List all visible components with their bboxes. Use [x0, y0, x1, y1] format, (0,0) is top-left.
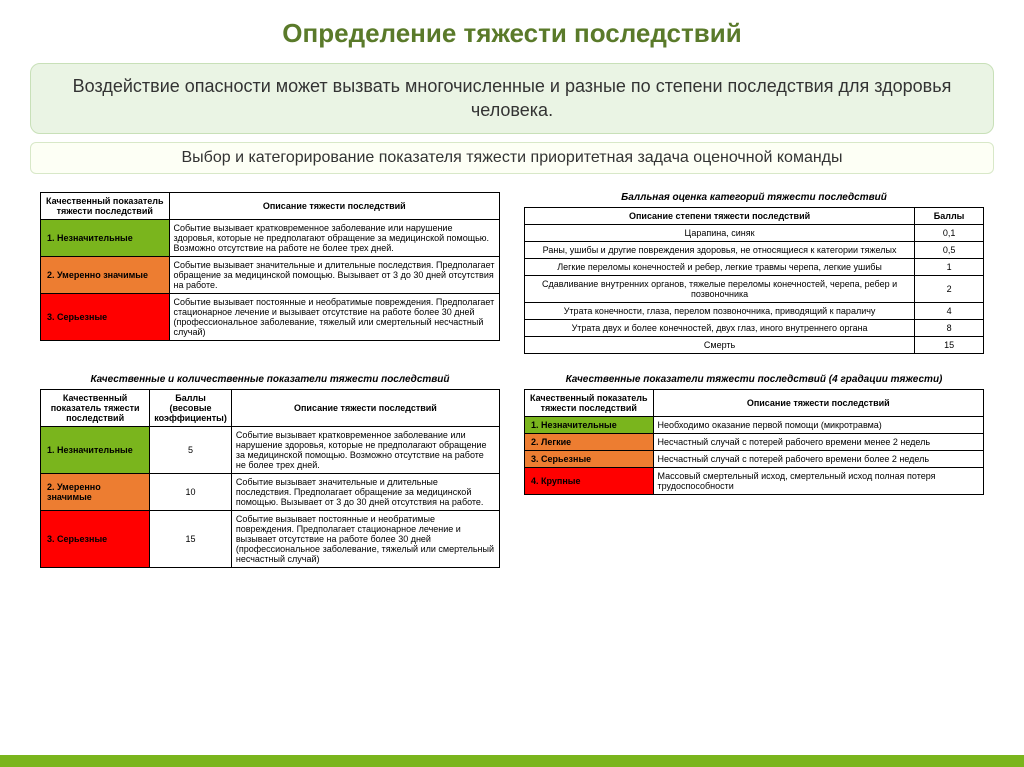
- table-row: 1. Незначительные5Событие вызывает кратк…: [41, 426, 500, 473]
- score-value: 15: [915, 336, 984, 353]
- score-description: Легкие переломы конечностей и ребер, лег…: [525, 258, 915, 275]
- t3-h0: Качественный показатель тяжести последст…: [41, 389, 150, 426]
- score-description: Раны, ушибы и другие повреждения здоровь…: [525, 241, 915, 258]
- t2-caption: Балльная оценка категорий тяжести послед…: [524, 192, 984, 203]
- severity-description: Событие вызывает постоянные и необратимы…: [231, 510, 499, 567]
- score-description: Сдавливание внутренних органов, тяжелые …: [525, 275, 915, 302]
- table-row: Утрата двух и более конечностей, двух гл…: [525, 319, 984, 336]
- score-value: 4: [915, 302, 984, 319]
- tables-grid: Качественный показатель тяжести последст…: [0, 192, 1024, 568]
- severity-table-4grades: Качественный показатель тяжести последст…: [524, 389, 984, 495]
- severity-indicator: 2. Легкие: [525, 433, 654, 450]
- table-row: Утрата конечности, глаза, перелом позвон…: [525, 302, 984, 319]
- table2-cell: Балльная оценка категорий тяжести послед…: [524, 192, 984, 354]
- score-description: Утрата конечности, глаза, перелом позвон…: [525, 302, 915, 319]
- t3-caption: Качественные и количественные показатели…: [40, 374, 500, 385]
- severity-table-3grades: Качественный показатель тяжести последст…: [40, 192, 500, 341]
- score-value: 0,1: [915, 224, 984, 241]
- table3-cell: Качественные и количественные показатели…: [40, 374, 500, 568]
- t2-h0: Описание степени тяжести последствий: [525, 207, 915, 224]
- severity-indicator: 2. Умеренно значимые: [41, 256, 170, 293]
- severity-indicator: 2. Умеренно значимые: [41, 473, 150, 510]
- t3-h2: Описание тяжести последствий: [231, 389, 499, 426]
- t4-h0: Качественный показатель тяжести последст…: [525, 389, 654, 416]
- t1-h1: Описание тяжести последствий: [169, 192, 499, 219]
- severity-indicator: 1. Незначительные: [525, 416, 654, 433]
- severity-description: Событие вызывает кратковременное заболев…: [169, 219, 499, 256]
- score-value: 2: [915, 275, 984, 302]
- score-value: 1: [915, 258, 984, 275]
- severity-description: Массовый смертельный исход, смертельный …: [653, 467, 983, 494]
- table-row: 1. НезначительныеНеобходимо оказание пер…: [525, 416, 984, 433]
- severity-indicator: 3. Серьезные: [41, 293, 170, 340]
- severity-description: Событие вызывает постоянные и необратимы…: [169, 293, 499, 340]
- weight-score: 15: [150, 510, 232, 567]
- score-value: 8: [915, 319, 984, 336]
- severity-indicator: 3. Серьезные: [525, 450, 654, 467]
- severity-description: Событие вызывает значительные и длительн…: [231, 473, 499, 510]
- score-table: Описание степени тяжести последствий Бал…: [524, 207, 984, 354]
- intro-banner: Воздействие опасности может вызвать мног…: [30, 63, 994, 134]
- table-row: 3. СерьезныеНесчастный случай с потерей …: [525, 450, 984, 467]
- table-row: 2. Умеренно значимыеСобытие вызывает зна…: [41, 256, 500, 293]
- score-description: Смерть: [525, 336, 915, 353]
- score-description: Царапина, синяк: [525, 224, 915, 241]
- severity-indicator: 1. Незначительные: [41, 426, 150, 473]
- table-row: Сдавливание внутренних органов, тяжелые …: [525, 275, 984, 302]
- table4-cell: Качественные показатели тяжести последст…: [524, 374, 984, 568]
- severity-indicator: 1. Незначительные: [41, 219, 170, 256]
- table-row: Легкие переломы конечностей и ребер, лег…: [525, 258, 984, 275]
- accent-bar: [0, 755, 1024, 767]
- weight-score: 10: [150, 473, 232, 510]
- weight-score: 5: [150, 426, 232, 473]
- subtitle-banner: Выбор и категорирование показателя тяжес…: [30, 142, 994, 174]
- table-row: Раны, ушибы и другие повреждения здоровь…: [525, 241, 984, 258]
- t4-h1: Описание тяжести последствий: [653, 389, 983, 416]
- t1-h0: Качественный показатель тяжести последст…: [41, 192, 170, 219]
- t3-h1: Баллы (весовые коэффициенты): [150, 389, 232, 426]
- severity-description: Несчастный случай с потерей рабочего вре…: [653, 433, 983, 450]
- table-row: 3. Серьезные15Событие вызывает постоянны…: [41, 510, 500, 567]
- severity-description: Необходимо оказание первой помощи (микро…: [653, 416, 983, 433]
- table-row: 4. КрупныеМассовый смертельный исход, см…: [525, 467, 984, 494]
- table-row: Смерть15: [525, 336, 984, 353]
- table-row: 2. Умеренно значимые10Событие вызывает з…: [41, 473, 500, 510]
- table-row: 2. ЛегкиеНесчастный случай с потерей раб…: [525, 433, 984, 450]
- table-row: 3. СерьезныеСобытие вызывает постоянные …: [41, 293, 500, 340]
- qual-quant-table: Качественный показатель тяжести последст…: [40, 389, 500, 568]
- severity-description: Событие вызывает кратковременное заболев…: [231, 426, 499, 473]
- score-value: 0,5: [915, 241, 984, 258]
- severity-indicator: 3. Серьезные: [41, 510, 150, 567]
- table-row: 1. НезначительныеСобытие вызывает кратко…: [41, 219, 500, 256]
- table-row: Царапина, синяк0,1: [525, 224, 984, 241]
- t2-h1: Баллы: [915, 207, 984, 224]
- severity-description: Несчастный случай с потерей рабочего вре…: [653, 450, 983, 467]
- severity-description: Событие вызывает значительные и длительн…: [169, 256, 499, 293]
- score-description: Утрата двух и более конечностей, двух гл…: [525, 319, 915, 336]
- severity-indicator: 4. Крупные: [525, 467, 654, 494]
- t4-caption: Качественные показатели тяжести последст…: [524, 374, 984, 385]
- page-title: Определение тяжести последствий: [0, 0, 1024, 63]
- table1-cell: Качественный показатель тяжести последст…: [40, 192, 500, 354]
